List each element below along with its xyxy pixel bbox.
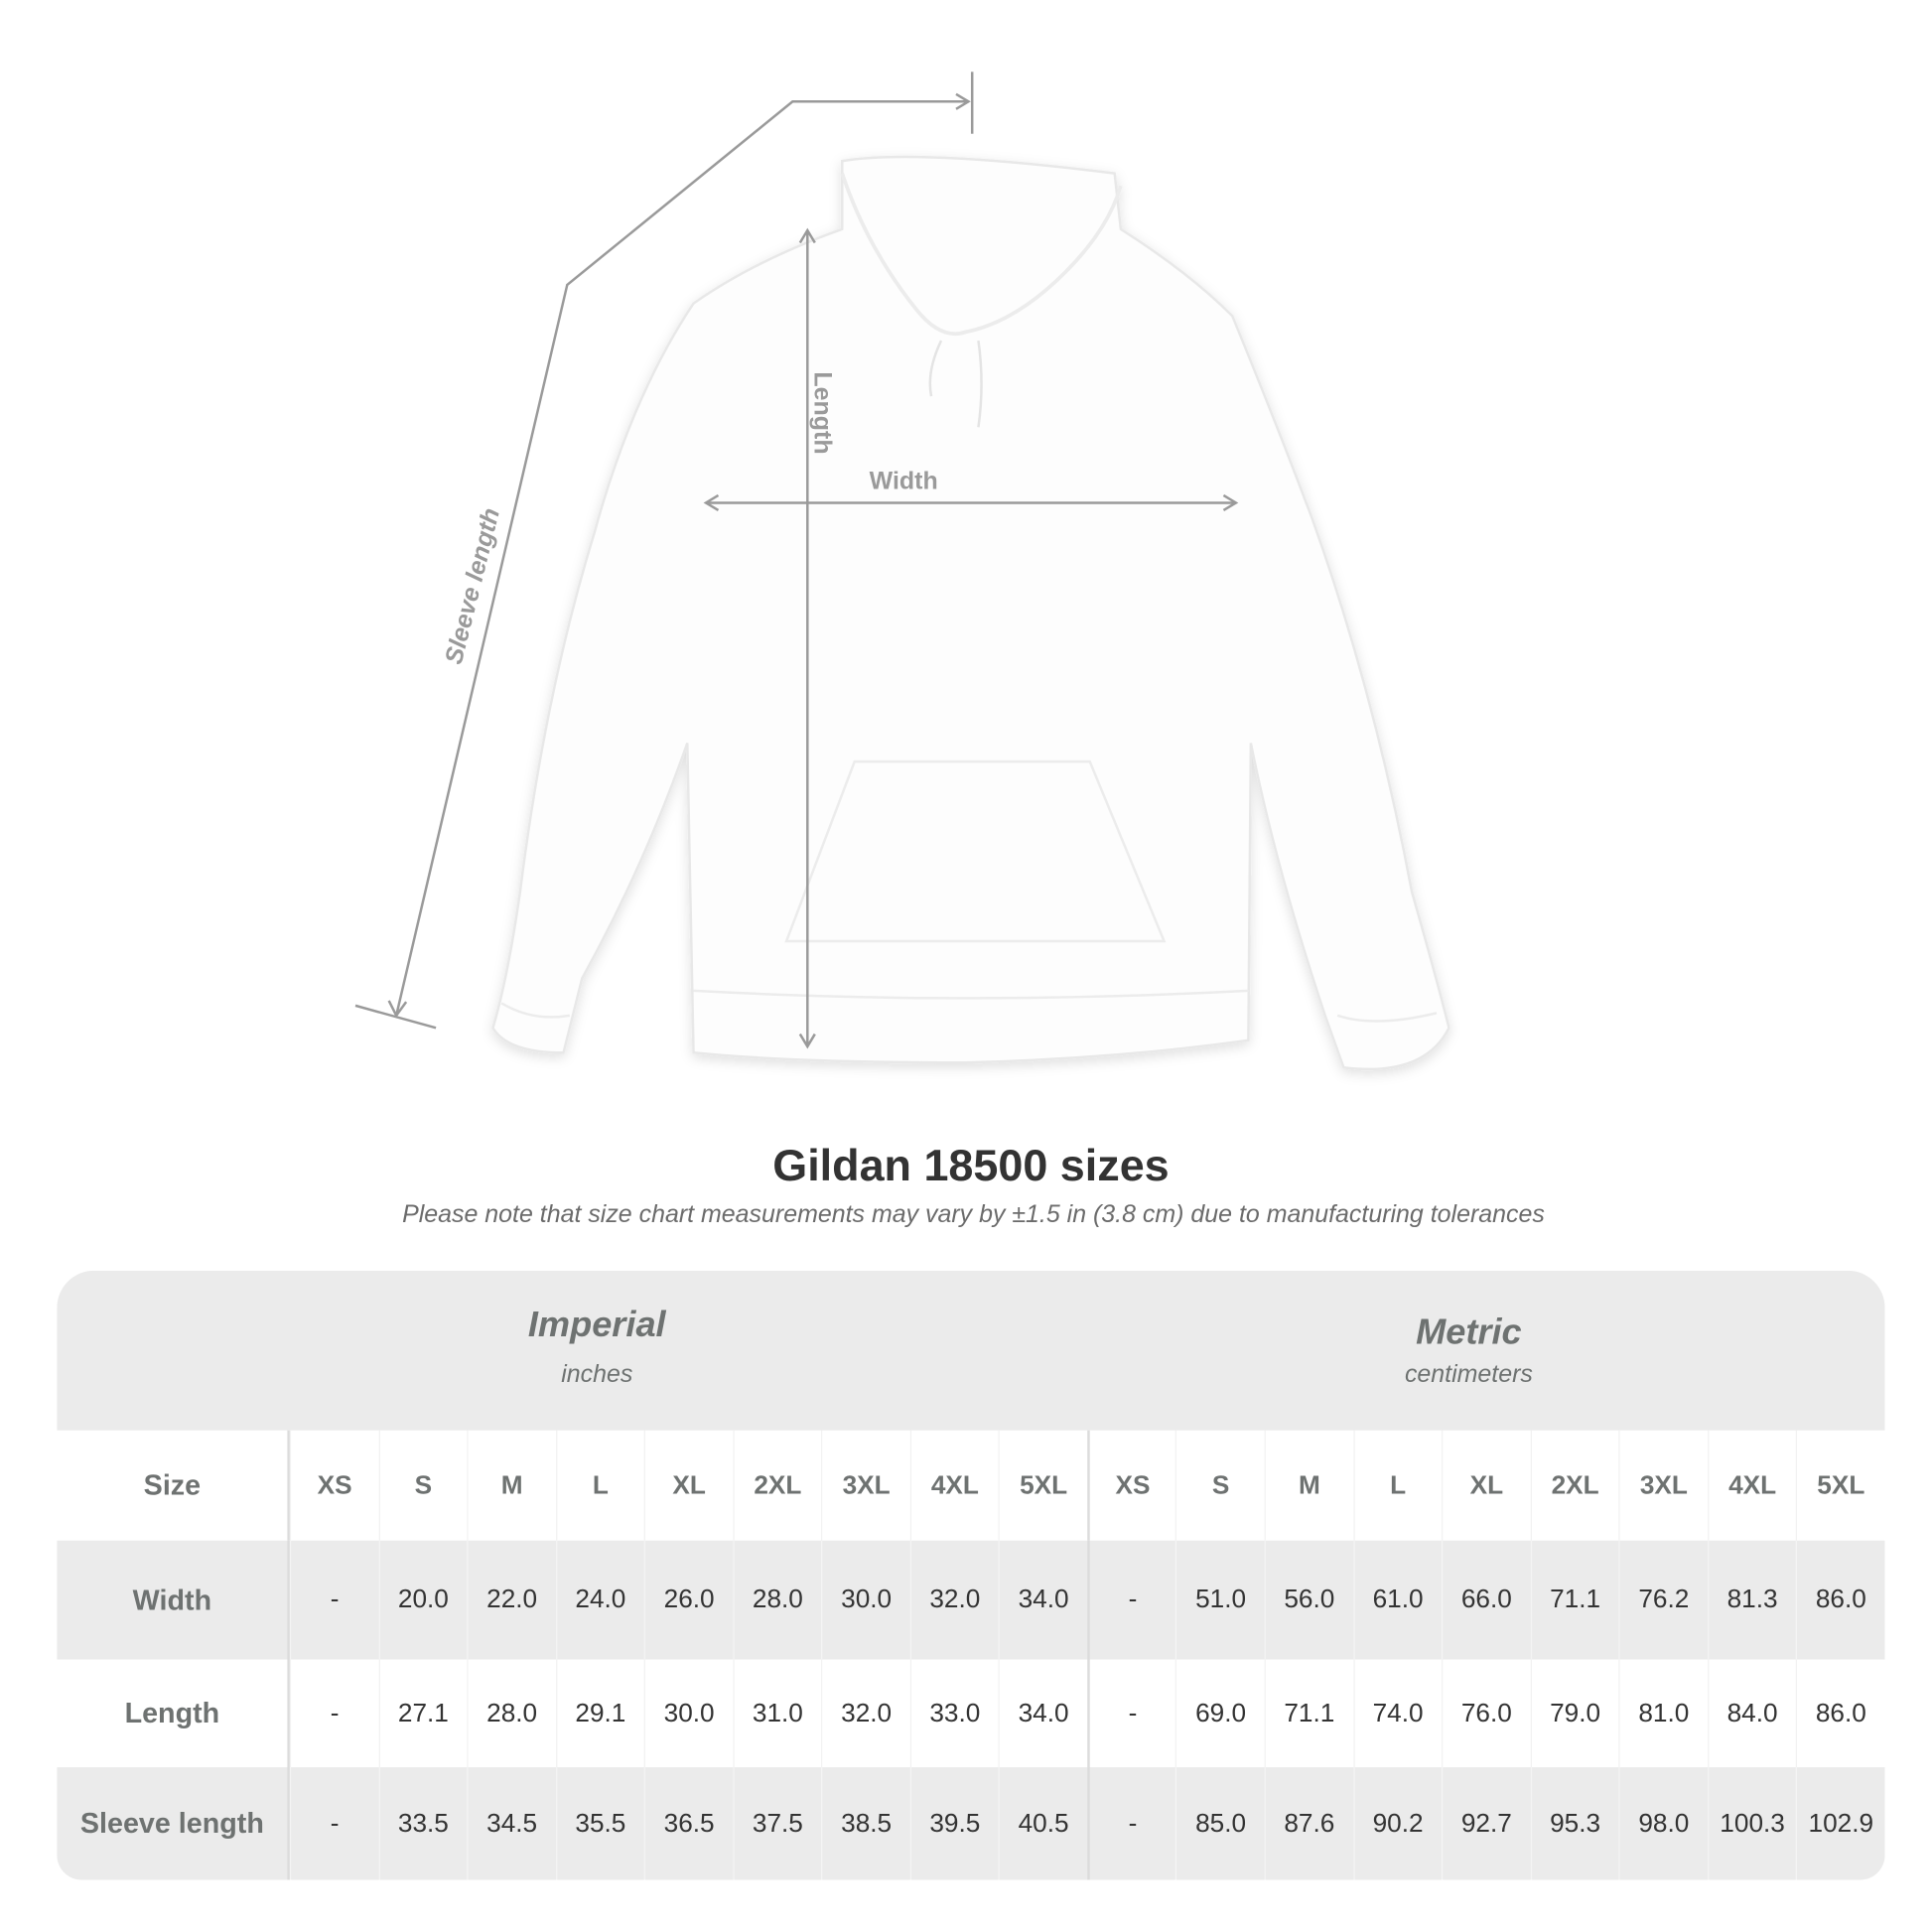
metric-value-cell: 95.3	[1530, 1767, 1618, 1880]
imperial-value-cell: 24.0	[555, 1540, 644, 1660]
size-header-cell: S	[1175, 1430, 1264, 1541]
imperial-value-cell: 30.0	[821, 1540, 909, 1660]
metric-value-cell: 81.3	[1707, 1540, 1796, 1660]
metric-value-cell: 76.2	[1618, 1540, 1708, 1660]
metric-header: Metric centimeters	[1221, 1312, 1717, 1389]
metric-value-cell: 51.0	[1175, 1540, 1264, 1660]
imperial-value-cell: 40.5	[998, 1767, 1087, 1880]
metric-value-cell: 84.0	[1707, 1659, 1796, 1768]
metric-value-cell: 100.3	[1707, 1767, 1796, 1880]
imperial-value-cell: 35.5	[555, 1767, 644, 1880]
hoodie-diagram	[354, 71, 1450, 1071]
length-label: Length	[808, 371, 836, 455]
size-header-cell: XL	[1442, 1430, 1530, 1541]
unit-header: Imperial inches Metric centimeters	[57, 1270, 1885, 1431]
imperial-value-cell: 31.0	[733, 1659, 821, 1768]
size-header-cell: XS	[1087, 1430, 1175, 1541]
metric-value-cell: 76.0	[1442, 1659, 1530, 1768]
size-header-cell: S	[378, 1430, 467, 1541]
imperial-value-cell: 33.5	[378, 1767, 467, 1880]
imperial-value-cell: 37.5	[733, 1767, 821, 1880]
imperial-name: Imperial	[527, 1305, 666, 1345]
size-header-cell: XS	[289, 1430, 378, 1541]
size-header-cell: 4XL	[1707, 1430, 1796, 1541]
imperial-value-cell: 29.1	[555, 1659, 644, 1768]
metric-value-cell: 61.0	[1352, 1540, 1442, 1660]
size-table: Imperial inches Metric centimeters Size X…	[57, 1270, 1885, 1880]
measure-lines	[354, 71, 1239, 1049]
page-title: Gildan 18500 sizes	[772, 1139, 1170, 1190]
imperial-value-cell: 28.0	[733, 1540, 821, 1660]
row-label: Size	[57, 1430, 290, 1541]
imperial-value-cell: -	[289, 1659, 378, 1768]
table-row: Width -20.0 22.0 24.0 26.0 28.0 30.0 32.0 34.0-5…	[57, 1540, 1885, 1660]
metric-value-cell: -	[1087, 1540, 1175, 1660]
metric-value-cell: 56.0	[1264, 1540, 1353, 1660]
table-row: Sleeve length -33.5 34.5 35.5 36.5 37.5 38.5 39…	[57, 1767, 1885, 1880]
size-header-cell: L	[555, 1430, 644, 1541]
imperial-value-cell: 26.0	[643, 1540, 733, 1660]
size-header-cell: M	[467, 1430, 555, 1541]
imperial-value-cell: 34.5	[467, 1767, 555, 1880]
imperial-value-cell: 32.0	[821, 1659, 909, 1768]
table-row: Length -27.1 28.0 29.1 30.0 31.0 32.0 33.0 34.0-…	[57, 1659, 1884, 1768]
metric-value-cell: 90.2	[1352, 1767, 1442, 1880]
size-header-cell: XL	[643, 1430, 733, 1541]
metric-value-cell: 74.0	[1352, 1659, 1442, 1768]
imperial-unit: inches	[561, 1360, 633, 1389]
width-label: Width	[869, 468, 938, 495]
imperial-value-cell: 20.0	[378, 1540, 467, 1660]
row-label: Sleeve length	[57, 1767, 290, 1880]
metric-value-cell: 85.0	[1175, 1767, 1264, 1880]
metric-unit: centimeters	[1404, 1360, 1533, 1389]
metric-value-cell: 71.1	[1264, 1659, 1353, 1768]
imperial-value-cell: -	[289, 1540, 378, 1660]
row-label: Width	[57, 1540, 290, 1660]
metric-value-cell: 86.0	[1796, 1540, 1884, 1660]
imperial-value-cell: 36.5	[643, 1767, 733, 1880]
size-header-cell: L	[1352, 1430, 1442, 1541]
tolerance-note: Please note that size chart measurements…	[402, 1200, 1545, 1229]
metric-value-cell: 66.0	[1442, 1540, 1530, 1660]
imperial-value-cell: 34.0	[998, 1540, 1087, 1660]
size-header-row: Size XS S M L XL 2XL 3XL 4XL 5XL XS S M L XL 2XL 3XL 4XL 5…	[57, 1430, 1884, 1541]
row-label: Length	[57, 1659, 290, 1768]
imperial-value-cell: 32.0	[909, 1540, 999, 1660]
metric-value-cell: -	[1087, 1767, 1175, 1880]
size-header-cell: 2XL	[1530, 1430, 1618, 1541]
size-header-cell: 4XL	[909, 1430, 999, 1541]
metric-value-cell: 69.0	[1175, 1659, 1264, 1768]
imperial-value-cell: 33.0	[909, 1659, 999, 1768]
size-header-cell: 3XL	[821, 1430, 909, 1541]
imperial-value-cell: 22.0	[467, 1540, 555, 1660]
imperial-value-cell: 28.0	[467, 1659, 555, 1768]
metric-value-cell: 102.9	[1796, 1767, 1884, 1880]
metric-value-cell: 79.0	[1530, 1659, 1618, 1768]
hoodie-image	[491, 155, 1450, 1071]
size-header-cell: 5XL	[1796, 1430, 1884, 1541]
imperial-value-cell: -	[289, 1767, 378, 1880]
size-header-cell: 3XL	[1618, 1430, 1708, 1541]
imperial-header: Imperial inches	[349, 1306, 845, 1390]
metric-value-cell: 86.0	[1796, 1659, 1884, 1768]
size-header-cell: 5XL	[998, 1430, 1087, 1541]
metric-value-cell: 71.1	[1530, 1540, 1618, 1660]
metric-name: Metric	[1416, 1312, 1522, 1353]
metric-value-cell: 87.6	[1264, 1767, 1353, 1880]
imperial-value-cell: 39.5	[909, 1767, 999, 1880]
metric-value-cell: -	[1087, 1659, 1175, 1768]
imperial-value-cell: 38.5	[821, 1767, 909, 1880]
metric-value-cell: 98.0	[1618, 1767, 1708, 1880]
metric-value-cell: 92.7	[1442, 1767, 1530, 1880]
metric-value-cell: 81.0	[1618, 1659, 1708, 1768]
size-header-cell: 2XL	[733, 1430, 821, 1541]
size-header-cell: M	[1264, 1430, 1353, 1541]
imperial-value-cell: 34.0	[998, 1659, 1087, 1768]
imperial-value-cell: 27.1	[378, 1659, 467, 1768]
imperial-value-cell: 30.0	[643, 1659, 733, 1768]
